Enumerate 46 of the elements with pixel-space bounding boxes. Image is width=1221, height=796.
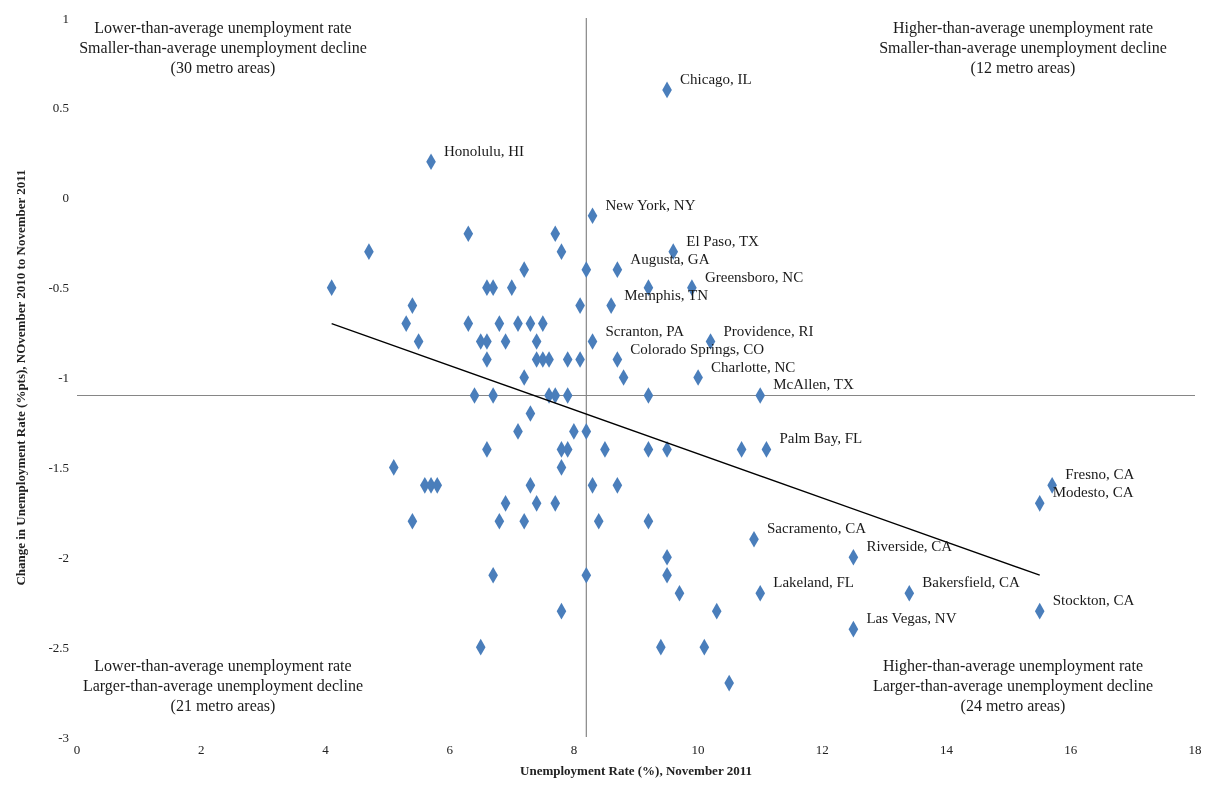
x-tick-label: 6 [446, 742, 454, 758]
y-tick-label: -3 [58, 729, 69, 745]
data-label: Chicago, IL [680, 70, 752, 87]
x-tick-label: 18 [1188, 742, 1202, 758]
data-label: Providence, RI [723, 322, 814, 339]
data-label: Memphis, TN [624, 286, 709, 303]
y-tick-label: -1.5 [48, 459, 69, 475]
y-tick-label: -1 [58, 370, 69, 386]
data-label: Riverside, CA [866, 538, 953, 555]
data-label: Bakersfield, CA [922, 574, 1020, 591]
data-label: Greensboro, NC [704, 268, 804, 285]
x-axis-title: Unemployment Rate (%), November 2011 [520, 763, 752, 778]
data-label: Honolulu, HI [444, 142, 525, 159]
annotation: Higher-than-average unemployment rate Larger-than-average unemployment decline (24 metro areas) [871, 656, 1155, 716]
x-tick-label: 8 [570, 742, 578, 758]
y-tick-label: 1 [62, 10, 69, 26]
x-tick-label: 4 [322, 742, 330, 758]
data-label: Modesto, CA [1052, 484, 1134, 501]
data-label: Charlotte, NC [711, 358, 796, 375]
data-label: Scranton, PA [605, 322, 685, 339]
data-label: New York, NY [605, 196, 696, 213]
y-axis-title: Change in Unemployment Rate (%pts), NOvember 2010 to November 2011 [12, 169, 28, 586]
data-label: Lakeland, FL [773, 574, 855, 591]
data-label: Fresno, CA [1065, 466, 1135, 483]
y-tick-label: -2.5 [48, 639, 69, 655]
y-tick-label: 0 [62, 190, 69, 206]
x-tick-label: 14 [940, 742, 954, 758]
data-label: Stockton, CA [1052, 592, 1135, 609]
annotation: Higher-than-average unemployment rate Smaller-than-average unemployment decline (12 metro areas) [878, 18, 1168, 78]
annotation: Lower-than-average unemployment rate Smaller-than-average unemployment decline (30 metro areas) [79, 19, 367, 76]
y-tick-label: 0.5 [52, 100, 69, 116]
data-label: Palm Bay, FL [779, 430, 863, 447]
x-tick-label: 12 [815, 742, 829, 758]
y-tick-label: -2 [58, 549, 69, 565]
data-label: Augusta, GA [630, 250, 710, 267]
data-label: Las Vegas, NV [866, 610, 957, 627]
data-label: Colorado Springs, CO [630, 340, 765, 357]
data-label: El Paso, TX [686, 232, 760, 249]
x-tick-label: 16 [1064, 742, 1078, 758]
annotation: Lower-than-average unemployment rate Larger-than-average unemployment decline (21 metro areas) [81, 656, 365, 716]
x-tick-label: 10 [691, 742, 705, 758]
x-tick-label: 2 [197, 742, 205, 758]
data-label: McAllen, TX [773, 376, 854, 393]
x-tick-label: 0 [73, 742, 81, 758]
y-tick-label: -0.5 [48, 280, 69, 296]
data-label: Sacramento, CA [767, 520, 867, 537]
